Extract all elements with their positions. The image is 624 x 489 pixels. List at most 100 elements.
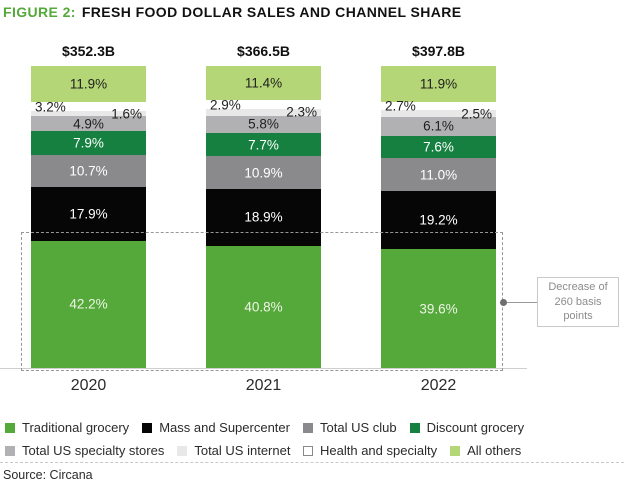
bar-segment: 11.4% bbox=[206, 66, 321, 101]
segment-value-label: 10.7% bbox=[69, 163, 108, 179]
legend-item: Total US club bbox=[303, 420, 397, 435]
segment-value-label: 2.7% bbox=[385, 98, 416, 114]
segment-value-label: 11.9% bbox=[69, 76, 108, 92]
source-separator-line bbox=[0, 462, 624, 463]
legend-label: Traditional grocery bbox=[22, 420, 130, 435]
legend-item: Total US specialty stores bbox=[5, 443, 164, 458]
callout-connector-line bbox=[503, 302, 537, 303]
bar-segment: 6.1% bbox=[381, 117, 496, 136]
legend-label: All others bbox=[467, 443, 522, 458]
segment-value-label: 11.9% bbox=[419, 76, 458, 92]
legend-column: Traditional grocery Mass and Supercenter bbox=[5, 420, 303, 435]
bar-segment: 39.6% bbox=[381, 249, 496, 368]
segment-value-label: 3.2% bbox=[35, 98, 66, 114]
bar-segment: 40.8% bbox=[206, 245, 321, 368]
segment-value-label: 1.6% bbox=[111, 106, 142, 122]
bar-segment: 10.7% bbox=[31, 154, 146, 188]
bar-segment: 42.2% bbox=[31, 240, 146, 368]
legend-row: Traditional grocery Mass and Supercenter T… bbox=[5, 416, 619, 439]
segment-value-label: 40.8% bbox=[244, 299, 283, 315]
x-axis-line bbox=[0, 368, 527, 369]
bar-segment: 2.5% bbox=[381, 105, 496, 121]
legend-swatch-icon bbox=[5, 422, 15, 433]
legend-swatch-icon bbox=[177, 445, 188, 456]
x-axis-category-label: 2020 bbox=[70, 377, 107, 394]
segment-value-label: 11.4% bbox=[244, 75, 283, 91]
segment-value-label: 2.5% bbox=[461, 105, 492, 121]
bar-segment: 5.8% bbox=[206, 115, 321, 134]
bar-segment: 10.9% bbox=[206, 156, 321, 189]
x-axis-category-label: 2022 bbox=[420, 377, 457, 394]
legend-row: Total US specialty stores Total US intern… bbox=[5, 439, 619, 462]
bar-segment: 1.6% bbox=[31, 107, 146, 120]
legend-column: Health and specialty All others bbox=[303, 443, 521, 458]
legend-label: Total US internet bbox=[194, 443, 291, 458]
legend-swatch-icon bbox=[303, 445, 313, 456]
bar-segment: 19.2% bbox=[381, 191, 496, 250]
bar-segment: 2.9% bbox=[206, 96, 321, 112]
segment-value-label: 6.1% bbox=[423, 118, 454, 134]
legend-label: Total US club bbox=[320, 420, 397, 435]
bar-segment: 3.2% bbox=[31, 98, 146, 114]
legend-swatch-icon bbox=[142, 422, 153, 433]
bar-segment: 17.9% bbox=[31, 187, 146, 241]
segment-value-label: 4.9% bbox=[73, 115, 104, 131]
callout-anchor-dot bbox=[500, 299, 507, 306]
figure-number-label: FIGURE 2: bbox=[3, 4, 76, 20]
x-axis-category-label: 2021 bbox=[245, 377, 282, 394]
segment-value-label: 7.7% bbox=[248, 136, 279, 152]
legend-item: Health and specialty bbox=[303, 443, 437, 458]
legend-label: Discount grocery bbox=[426, 420, 525, 435]
legend-label: Total US specialty stores bbox=[22, 443, 165, 458]
legend-item: Mass and Supercenter bbox=[142, 420, 290, 435]
legend: Traditional grocery Mass and Supercenter T… bbox=[5, 416, 619, 462]
segment-value-label: 7.9% bbox=[73, 135, 104, 151]
stacked-bar-2021: 11.4% 2.9% 2.3% 5.8% 7.7% 10.9% 18.9% 40.8% bbox=[206, 66, 321, 368]
bar-segment: 18.9% bbox=[206, 188, 321, 246]
legend-item: Total US internet bbox=[177, 443, 290, 458]
figure-title: FIGURE 2: FRESH FOOD DOLLAR SALES AND CHA… bbox=[3, 4, 461, 20]
segment-value-label: 18.9% bbox=[244, 209, 283, 225]
bar-total-label: $352.3B bbox=[62, 43, 115, 59]
bar-segment: 7.6% bbox=[381, 135, 496, 159]
legend-swatch-icon bbox=[450, 445, 461, 456]
legend-item: Discount grocery bbox=[409, 420, 525, 435]
segment-value-label: 39.6% bbox=[419, 300, 458, 316]
figure-title-text: FRESH FOOD DOLLAR SALES AND CHANNEL SHAR… bbox=[81, 4, 462, 20]
bar-segment: 7.7% bbox=[206, 133, 321, 157]
legend-swatch-icon bbox=[303, 422, 313, 433]
legend-column: Total US club Discount grocery bbox=[303, 420, 524, 435]
bar-segment: 11.9% bbox=[381, 66, 496, 102]
bar-segment: 2.3% bbox=[206, 106, 321, 119]
bar-segment: 2.7% bbox=[381, 98, 496, 114]
segment-value-label: 19.2% bbox=[419, 212, 458, 228]
stacked-bar-2022: 11.9% 2.7% 2.5% 6.1% 7.6% 11.0% 19.2% 39.6% bbox=[381, 66, 496, 368]
segment-value-label: 42.2% bbox=[69, 296, 108, 312]
callout-text: Decrease of 260 basis points bbox=[548, 280, 608, 323]
legend-swatch-icon bbox=[409, 422, 420, 433]
segment-value-label: 2.3% bbox=[286, 104, 317, 120]
stacked-bar-2020: 11.9% 3.2% 1.6% 4.9% 7.9% 10.7% 17.9% 42.2% bbox=[31, 66, 146, 368]
segment-value-label: 11.0% bbox=[419, 167, 458, 183]
bar-segment: 4.9% bbox=[31, 115, 146, 132]
legend-swatch-icon bbox=[5, 445, 15, 456]
segment-value-label: 10.9% bbox=[244, 164, 283, 180]
segment-value-label: 17.9% bbox=[69, 206, 108, 222]
bar-segment: 7.9% bbox=[31, 131, 146, 155]
callout-box: Decrease of 260 basis points bbox=[537, 277, 619, 327]
legend-column: Total US specialty stores Total US intern… bbox=[5, 443, 303, 458]
bar-segment: 11.9% bbox=[31, 66, 146, 102]
bar-total-label: $397.8B bbox=[412, 43, 465, 59]
segment-value-label: 5.8% bbox=[248, 116, 279, 132]
legend-item: All others bbox=[450, 443, 521, 458]
segment-value-label: 7.6% bbox=[423, 139, 454, 155]
bar-total-label: $366.5B bbox=[237, 43, 290, 59]
source-note: Source: Circana bbox=[3, 468, 93, 482]
bar-segment: 11.0% bbox=[381, 158, 496, 192]
legend-label: Mass and Supercenter bbox=[159, 420, 290, 435]
segment-value-label: 2.9% bbox=[210, 96, 241, 112]
legend-label: Health and specialty bbox=[320, 443, 438, 458]
legend-item: Traditional grocery bbox=[5, 420, 129, 435]
